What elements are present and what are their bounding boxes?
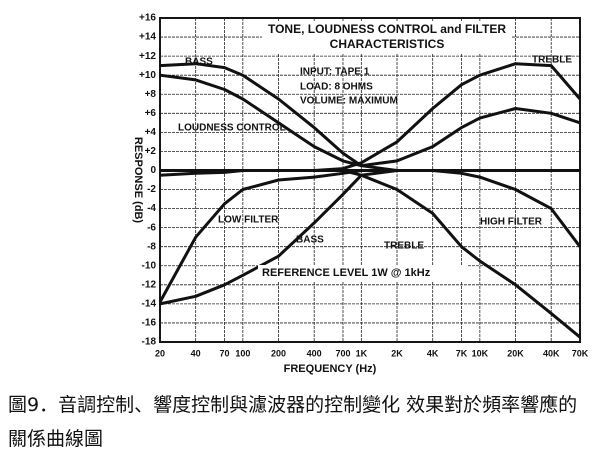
x-tick-label: 70K — [572, 348, 589, 358]
x-tick-label: 100 — [235, 348, 250, 358]
y-tick-label: -10 — [142, 260, 157, 271]
y-tick-label: +16 — [139, 13, 156, 24]
y-tick-label: -8 — [147, 241, 156, 252]
curves — [158, 62, 582, 339]
y-tick-label: 0 — [150, 165, 156, 176]
y-tick-label: -18 — [142, 337, 157, 348]
x-tick-label: 70 — [219, 348, 229, 358]
x-tick-label: 700 — [335, 348, 350, 358]
curve-label: TREBLE — [384, 241, 424, 252]
annotation: VOLUME: MAXIMUM — [300, 96, 398, 107]
annotation: INPUT: TAPE 1 — [300, 67, 370, 78]
x-tick-label: 2K — [391, 348, 403, 358]
x-tick-label: 1K — [356, 348, 368, 358]
chart: TONE, LOUDNESS CONTROL and FILTER CHARAC… — [132, 13, 589, 375]
title-bg — [262, 22, 512, 54]
curve — [159, 73, 581, 168]
curve-label: BASS — [185, 57, 213, 68]
y-tick-label: -14 — [142, 299, 157, 310]
x-tick-label: 20K — [507, 348, 524, 358]
y-tick-label: +14 — [139, 32, 156, 43]
y-tick-label: +4 — [145, 127, 157, 138]
y-tick-label: +2 — [145, 146, 157, 157]
y-tick-label: -16 — [142, 318, 157, 329]
curve-label: HIGH FILTER — [480, 217, 543, 228]
chart-title: CHARACTERISTICS — [330, 37, 445, 51]
x-axis-label: FREQUENCY (Hz) — [284, 363, 377, 375]
x-tick-label: 200 — [271, 348, 286, 358]
x-tick-label: 400 — [307, 348, 322, 358]
y-tick-label: -6 — [147, 222, 156, 233]
x-tick-label: 40K — [543, 348, 560, 358]
x-tick-label: 7K — [456, 348, 468, 358]
annotation-bg — [258, 265, 468, 281]
caption: 圖9．音調控制、響度控制與濾波器的控制變化 效果對於頻率響應的關係曲線圖 — [8, 394, 578, 450]
y-tick-label: +12 — [139, 51, 156, 62]
curve-label: LOW FILTER — [218, 215, 279, 226]
annotation: LOAD: 8 OHMS — [300, 82, 373, 93]
curve-label: TREBLE — [532, 55, 572, 66]
curve-label: LOUDNESS CONTROL — [178, 123, 286, 134]
x-tick-label: 40 — [191, 348, 201, 358]
x-tick-label: 10K — [472, 348, 489, 358]
x-tick-label: 4K — [427, 348, 439, 358]
annotation: REFERENCE LEVEL 1W @ 1kHz — [262, 267, 431, 279]
chart-title: TONE, LOUDNESS CONTROL and FILTER — [268, 22, 506, 36]
y-tick-label: +8 — [145, 89, 157, 100]
y-axis-label: RESPONSE (dB) — [132, 137, 144, 224]
curve-label: BASS — [296, 235, 324, 246]
y-tick-label: -2 — [147, 184, 156, 195]
x-tick-label: 20 — [155, 348, 165, 358]
y-tick-label: -12 — [142, 279, 157, 290]
curve — [159, 169, 582, 248]
y-tick-label: +6 — [145, 108, 157, 119]
y-tick-label: -4 — [147, 203, 156, 214]
y-tick-label: +10 — [139, 70, 156, 81]
